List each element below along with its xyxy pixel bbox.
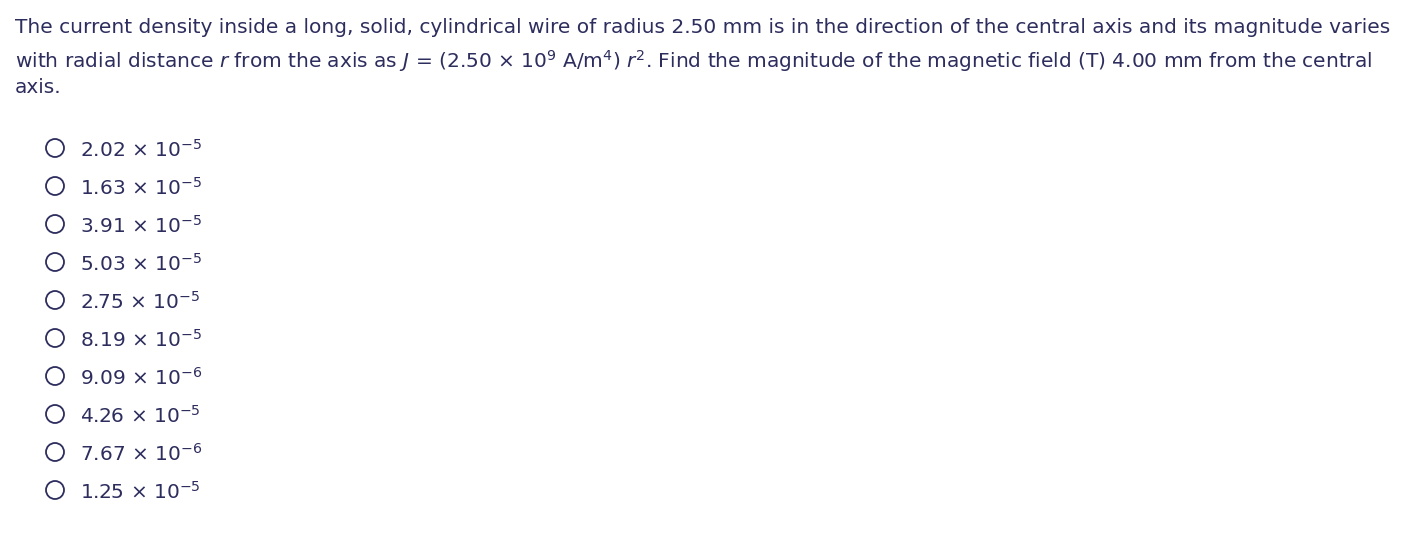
Text: $\mathregular{9.09}$ $\times$ $\mathregular{10^{-6}}$: $\mathregular{9.09}$ $\times$ $\mathregu… xyxy=(80,367,202,389)
Text: $\mathregular{7.67}$ $\times$ $\mathregular{10^{-6}}$: $\mathregular{7.67}$ $\times$ $\mathregu… xyxy=(80,443,202,465)
Text: $\mathregular{4.26}$ $\times$ $\mathregular{10^{-5}}$: $\mathregular{4.26}$ $\times$ $\mathregu… xyxy=(80,405,200,427)
Text: $\mathregular{2.02}$ $\times$ $\mathregular{10^{-5}}$: $\mathregular{2.02}$ $\times$ $\mathregu… xyxy=(80,139,202,161)
Text: $\mathregular{8.19}$ $\times$ $\mathregular{10^{-5}}$: $\mathregular{8.19}$ $\times$ $\mathregu… xyxy=(80,329,202,351)
Text: $\mathregular{2.75}$ $\times$ $\mathregular{10^{-5}}$: $\mathregular{2.75}$ $\times$ $\mathregu… xyxy=(80,291,200,313)
Text: $\mathregular{1.25}$ $\times$ $\mathregular{10^{-5}}$: $\mathregular{1.25}$ $\times$ $\mathregu… xyxy=(80,481,200,503)
Text: The current density inside a long, solid, cylindrical wire of radius 2.50 mm is : The current density inside a long, solid… xyxy=(16,18,1390,37)
Text: axis.: axis. xyxy=(16,78,61,97)
Text: with radial distance $r$ from the axis as $J$ = (2.50 $\times$ 10$^9$ A/m$^4$) $: with radial distance $r$ from the axis a… xyxy=(16,48,1372,74)
Text: $\mathregular{1.63}$ $\times$ $\mathregular{10^{-5}}$: $\mathregular{1.63}$ $\times$ $\mathregu… xyxy=(80,177,202,199)
Text: $\mathregular{3.91}$ $\times$ $\mathregular{10^{-5}}$: $\mathregular{3.91}$ $\times$ $\mathregu… xyxy=(80,215,202,237)
Text: $\mathregular{5.03}$ $\times$ $\mathregular{10^{-5}}$: $\mathregular{5.03}$ $\times$ $\mathregu… xyxy=(80,253,202,275)
